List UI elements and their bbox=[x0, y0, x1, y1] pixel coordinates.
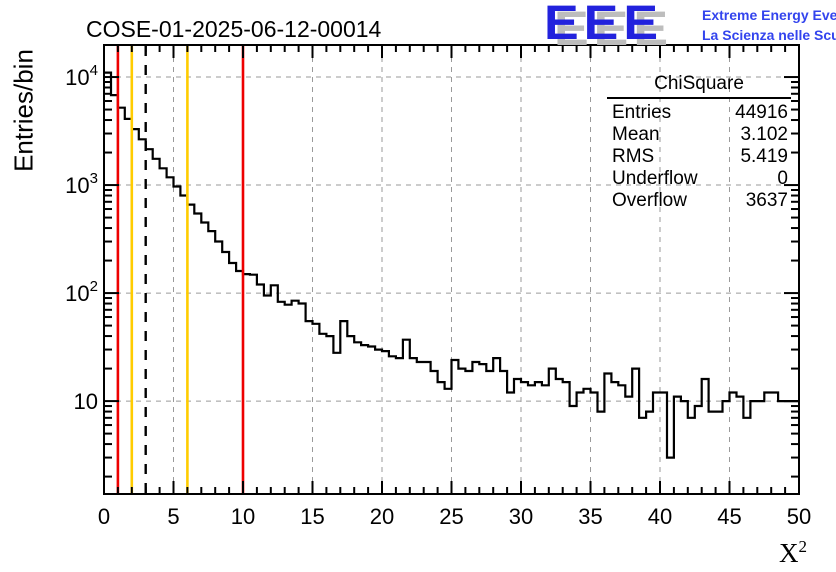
x-tick-label: 35 bbox=[578, 504, 602, 529]
x-tick-label: 20 bbox=[370, 504, 394, 529]
stat-row: Underflow 0 bbox=[607, 168, 791, 190]
y-tick-label: 103 bbox=[65, 170, 98, 198]
x-tick-label: 5 bbox=[167, 504, 179, 529]
eee-logo-shadow: EEE bbox=[554, 2, 674, 56]
stat-row: Overflow 3637 bbox=[607, 190, 791, 212]
eee-logo-line1: Extreme Energy Events bbox=[702, 7, 836, 23]
y-tick-label: 104 bbox=[65, 62, 98, 90]
stat-label: Mean bbox=[612, 124, 660, 145]
x-tick-label: 10 bbox=[231, 504, 255, 529]
stat-label: Entries bbox=[612, 102, 672, 123]
x-tick-label: 50 bbox=[787, 504, 811, 529]
stat-value: 3637 bbox=[745, 190, 788, 211]
stats-box-separator bbox=[607, 97, 791, 99]
y-tick-label: 10 bbox=[74, 389, 98, 414]
stat-row: RMS 5.419 bbox=[607, 146, 791, 168]
x-axis-title-exponent: 2 bbox=[798, 537, 808, 556]
stat-label: Overflow bbox=[612, 190, 687, 211]
stats-box-title: ChiSquare bbox=[654, 73, 744, 94]
stat-value: 5.419 bbox=[740, 146, 788, 167]
x-tick-label: 40 bbox=[648, 504, 672, 529]
stat-row: Mean 3.102 bbox=[607, 124, 791, 146]
x-tick-label: 30 bbox=[509, 504, 533, 529]
x-tick-label: 45 bbox=[717, 504, 741, 529]
x-tick-label: 0 bbox=[98, 504, 110, 529]
stat-label: RMS bbox=[612, 146, 655, 167]
plot-title: COSE-01-2025-06-12-00014 bbox=[86, 16, 382, 42]
plot-frame bbox=[103, 44, 800, 495]
stat-value: 3.102 bbox=[740, 124, 788, 145]
eee-logo-text: Extreme Energy Events La Scienza nelle S… bbox=[702, 5, 836, 45]
x-axis-title-base: X bbox=[779, 538, 799, 568]
stat-value: 44916 bbox=[735, 102, 788, 123]
stat-value: 0 bbox=[777, 168, 788, 189]
histogram-line bbox=[104, 71, 799, 459]
x-tick-label: 25 bbox=[439, 504, 463, 529]
x-tick-label: 15 bbox=[300, 504, 324, 529]
stats-box: ChiSquare Entries 44916 Mean 3.102 RMS 5.419 U… bbox=[607, 71, 791, 217]
eee-logo-line2: La Scienza nelle Scuole bbox=[702, 27, 836, 43]
stat-label: Underflow bbox=[612, 168, 698, 189]
stats-box-rows: Entries 44916 Mean 3.102 RMS 5.419 Underflow 0 O… bbox=[607, 102, 791, 212]
stat-row: Entries 44916 bbox=[607, 102, 791, 124]
y-tick-label: 102 bbox=[65, 278, 98, 306]
eee-logo-letters: EEE bbox=[544, 0, 664, 50]
eee-logo: EEE EEE Extreme Energy Events La Scienza… bbox=[544, 0, 836, 56]
y-axis-title: Entries/bin bbox=[8, 49, 39, 172]
x-axis-title: X2 bbox=[779, 537, 807, 569]
